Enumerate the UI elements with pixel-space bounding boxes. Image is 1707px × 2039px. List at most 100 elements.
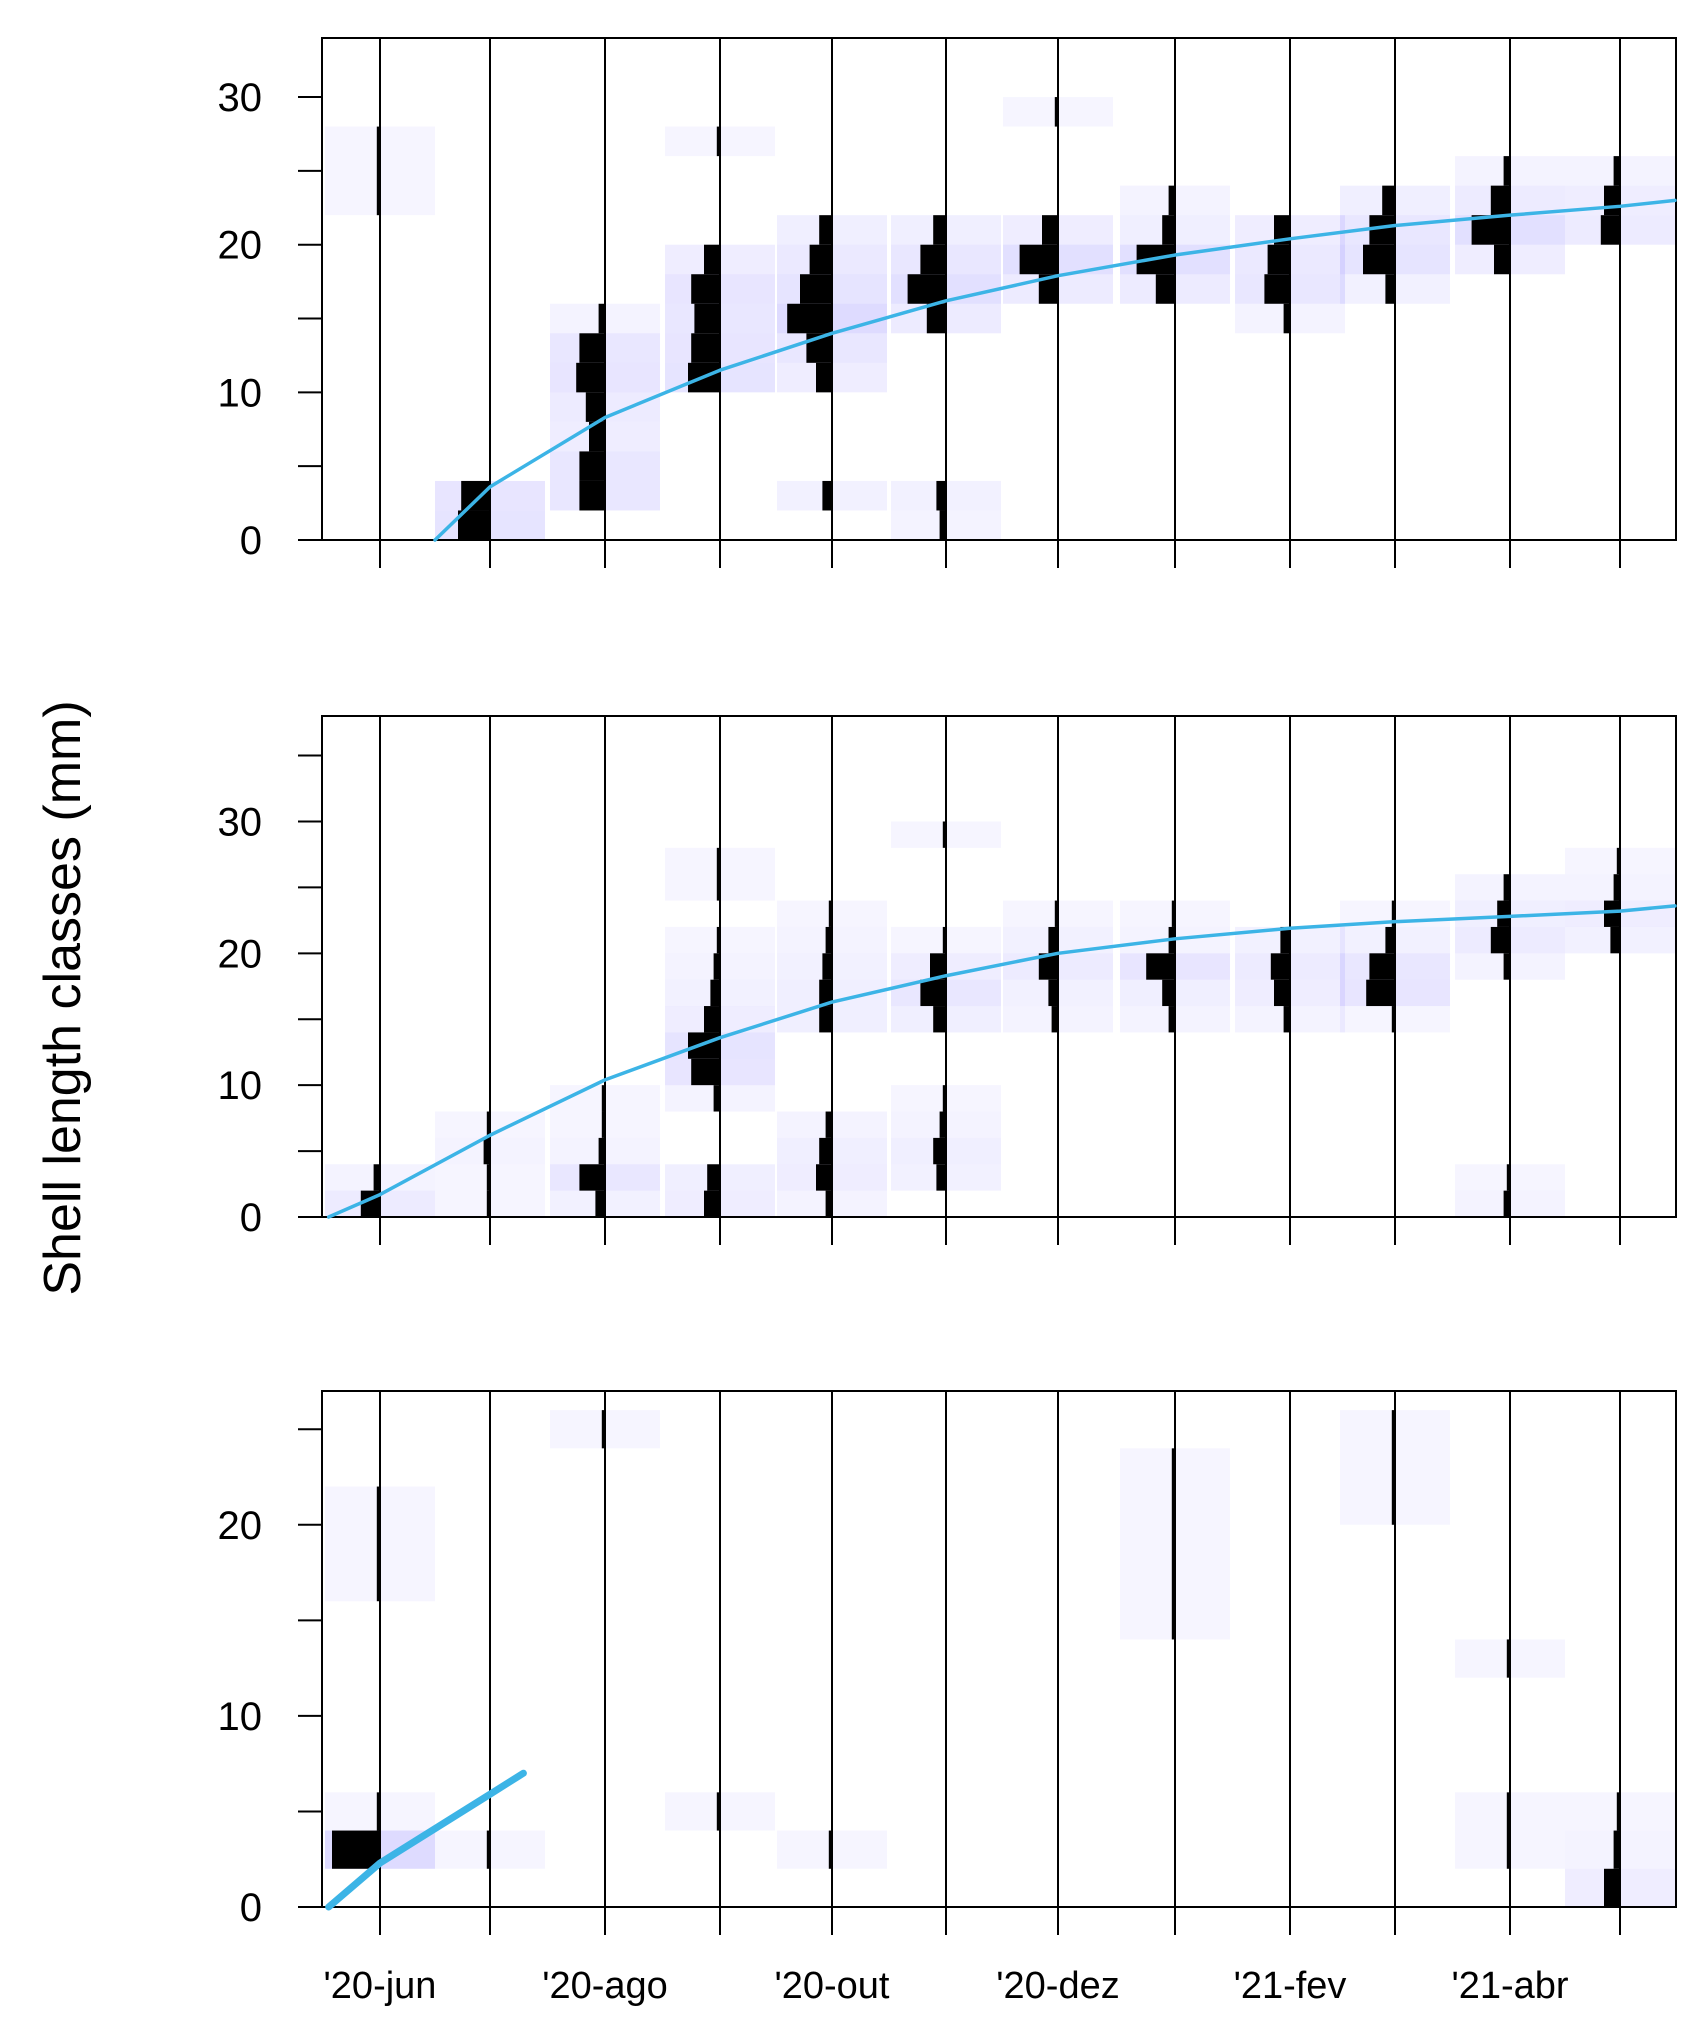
- histogram-bar: [716, 926, 720, 954]
- histogram-bar: [1613, 874, 1620, 901]
- histogram-bar: [1042, 215, 1058, 245]
- histogram-bar: [939, 510, 946, 540]
- histogram-bar: [926, 303, 946, 334]
- histogram-bar: [819, 215, 832, 245]
- histogram-bar: [694, 303, 720, 334]
- histogram-bar: [1038, 953, 1058, 980]
- y-axis-tick-label: 20: [218, 932, 263, 976]
- histogram-bar: [713, 953, 720, 980]
- histogram-bar: [716, 1792, 720, 1831]
- panel-top: 0 10 20 30: [218, 37, 1677, 568]
- histogram-bar: [376, 126, 380, 216]
- histogram-bar: [1604, 185, 1620, 216]
- histogram-bar: [1054, 900, 1058, 927]
- histogram-bar: [1385, 274, 1395, 304]
- histogram-bar: [704, 244, 720, 275]
- histogram-bar: [942, 821, 946, 848]
- histogram-bar: [1048, 926, 1058, 954]
- histogram-bar: [486, 1190, 490, 1217]
- histogram-bar: [376, 1792, 380, 1831]
- growth-curve: [433, 198, 1677, 542]
- histogram-bar: [1503, 953, 1510, 980]
- x-axis-tick-label: '20-out: [774, 1965, 889, 2007]
- histogram-bar: [579, 480, 605, 511]
- histogram-bar: [822, 480, 832, 511]
- histogram-bar: [825, 1190, 832, 1217]
- histogram-bar: [716, 847, 720, 901]
- histogram-bar: [816, 362, 832, 393]
- histogram-bar: [1369, 953, 1395, 980]
- y-axis-tick-label: 0: [240, 519, 262, 563]
- y-axis-tick-label: 30: [218, 800, 263, 844]
- histogram-bar: [1267, 244, 1290, 275]
- histogram-bar: [1171, 1448, 1175, 1640]
- y-axis-tick-label: 0: [240, 1196, 262, 1240]
- histogram-bar: [809, 244, 832, 275]
- histogram-bar: [1051, 1006, 1058, 1033]
- histogram-bar: [486, 1111, 490, 1138]
- histogram-bar: [816, 1164, 832, 1191]
- histogram-bar: [1270, 953, 1290, 980]
- x-axis-tick-label: '21-fev: [1234, 1965, 1347, 2007]
- histogram-bar: [1610, 926, 1620, 954]
- x-axis-tick-label: '21-abr: [1451, 1965, 1568, 2007]
- histogram-bar: [1155, 274, 1175, 304]
- histogram-bar: [601, 1111, 605, 1138]
- x-axis-tick-label: '20-ago: [542, 1965, 668, 2007]
- histogram-bar: [1162, 215, 1175, 245]
- histogram-bar: [1497, 900, 1510, 927]
- histogram-bar: [710, 979, 720, 1007]
- histogram-bar: [1168, 185, 1175, 216]
- panel-middle: 0 10 20 30: [218, 715, 1677, 1245]
- histogram-bar: [1283, 303, 1290, 334]
- histogram-bar: [1503, 156, 1510, 186]
- histogram-bar: [1264, 274, 1290, 304]
- y-axis-tick-label: 20: [218, 1504, 263, 1548]
- histogram-bar: [1171, 900, 1175, 927]
- panel-bottom: 0 10 20: [218, 1390, 1677, 1935]
- histogram-bar: [704, 1006, 720, 1033]
- histogram-bar: [1503, 1190, 1510, 1217]
- histogram-bar: [1600, 215, 1620, 245]
- histogram-bar: [598, 1137, 605, 1165]
- histogram-bar: [1283, 1006, 1290, 1033]
- histogram-bar: [1363, 244, 1395, 275]
- x-axis-tick-label: '20-jun: [324, 1965, 437, 2007]
- histogram-bar: [1604, 1868, 1620, 1907]
- histogram-bar: [1038, 274, 1058, 304]
- histogram-bar: [1616, 1792, 1620, 1831]
- histogram-bar: [942, 1085, 946, 1112]
- histogram-bar: [936, 480, 946, 511]
- histogram-bar: [691, 333, 720, 363]
- histogram-bar: [1613, 1830, 1620, 1869]
- histogram-bar: [787, 303, 832, 334]
- growth-curve: [326, 904, 1677, 1219]
- histogram-bar: [576, 362, 605, 393]
- histogram-bar: [601, 1085, 605, 1112]
- histogram-bar: [601, 1410, 605, 1449]
- histogram-bar: [819, 1006, 832, 1033]
- histogram-bar: [716, 126, 720, 157]
- histogram-bar: [828, 900, 832, 927]
- histogram-bar: [933, 1006, 946, 1033]
- histogram-bar: [933, 1137, 946, 1165]
- histogram-bar: [939, 1111, 946, 1138]
- histogram-bar: [1506, 1792, 1510, 1869]
- histogram-bar: [704, 1190, 720, 1217]
- histogram-bar: [819, 979, 832, 1007]
- growth-curve: [325, 1769, 527, 1911]
- panel-frame: [321, 37, 1677, 541]
- histogram-bar: [1274, 979, 1290, 1007]
- histogram-bar: [486, 1164, 490, 1191]
- histogram-bar: [1490, 185, 1510, 216]
- histogram-bar: [1168, 1006, 1175, 1033]
- histogram-bar: [579, 1164, 605, 1191]
- x-axis-tick-labels: '20-jun '20-ago '20-out '20-dez '21-fev '21-a…: [324, 1965, 1569, 2007]
- histogram-bar: [598, 303, 605, 334]
- histogram-bar: [1274, 215, 1290, 245]
- y-axis-label: Shell length classes (mm): [34, 700, 92, 1295]
- histogram-bar: [579, 451, 605, 481]
- histogram-bar: [1616, 847, 1620, 875]
- histogram-bar: [1146, 953, 1175, 980]
